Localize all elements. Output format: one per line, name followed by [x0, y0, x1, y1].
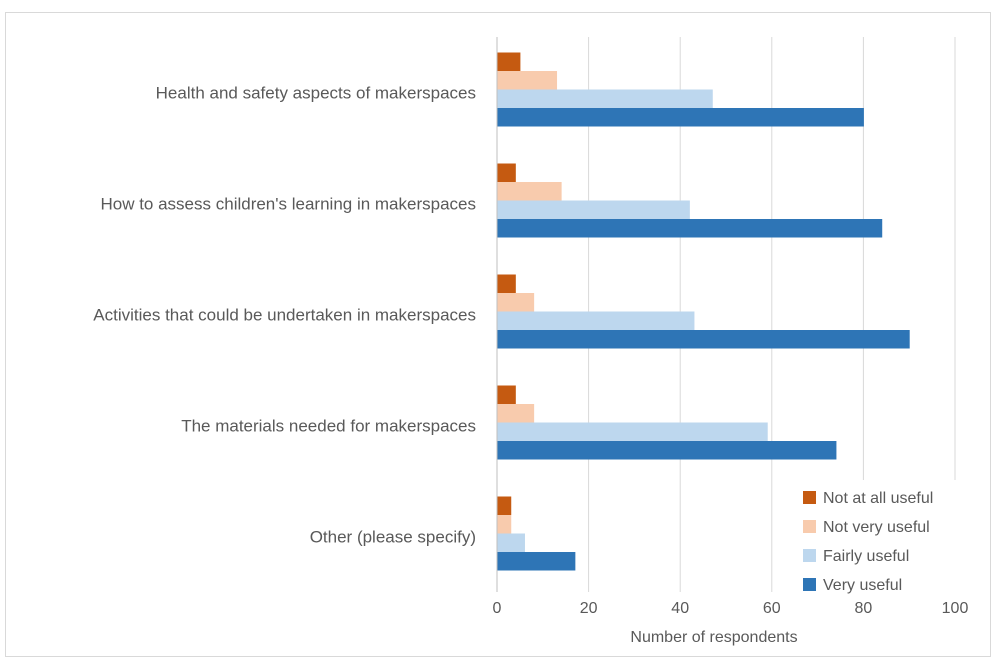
bar — [497, 441, 837, 460]
category-label: Other (please specify) — [310, 528, 476, 547]
legend-swatch — [803, 578, 816, 591]
bar — [497, 515, 512, 534]
bar — [497, 496, 512, 515]
category-label: Activities that could be undertaken in m… — [93, 306, 476, 325]
bar — [497, 219, 883, 238]
bar — [497, 71, 558, 90]
bar — [497, 311, 695, 330]
bar — [497, 404, 535, 423]
legend-swatch — [803, 491, 816, 504]
bar — [497, 52, 521, 71]
bars — [497, 52, 910, 571]
category-label: How to assess children's learning in mak… — [100, 195, 476, 214]
bar — [497, 330, 910, 349]
legend-label: Very useful — [823, 577, 902, 594]
x-tick-label: 80 — [855, 600, 873, 617]
x-tick-label: 20 — [580, 600, 598, 617]
legend-label: Fairly useful — [823, 548, 909, 565]
bar — [497, 422, 768, 441]
x-tick-label: 40 — [671, 600, 689, 617]
bar — [497, 89, 713, 108]
legend-label: Not very useful — [823, 519, 930, 536]
x-tick-label: 100 — [942, 600, 969, 617]
bar — [497, 108, 864, 127]
legend: Not at all useful Not very useful Fairly u… — [781, 480, 967, 600]
bar — [497, 200, 690, 219]
bar — [497, 293, 535, 312]
bar — [497, 552, 576, 571]
bar — [497, 385, 516, 404]
bar — [497, 274, 516, 293]
bar — [497, 533, 525, 552]
x-tick-label: 60 — [763, 600, 781, 617]
legend-swatch — [803, 520, 816, 533]
legend-label: Not at all useful — [823, 490, 933, 507]
x-axis-title: Number of respondents — [630, 629, 797, 646]
x-tick-label: 0 — [493, 600, 502, 617]
x-tick-labels: 0 20 40 60 80 100 — [493, 600, 969, 617]
category-labels: Health and safety aspects of makerspaces… — [93, 84, 476, 547]
bar — [497, 163, 516, 182]
category-label: The materials needed for makerspaces — [181, 417, 476, 436]
legend-swatch — [803, 549, 816, 562]
bar — [497, 182, 562, 201]
category-label: Health and safety aspects of makerspaces — [156, 84, 476, 103]
